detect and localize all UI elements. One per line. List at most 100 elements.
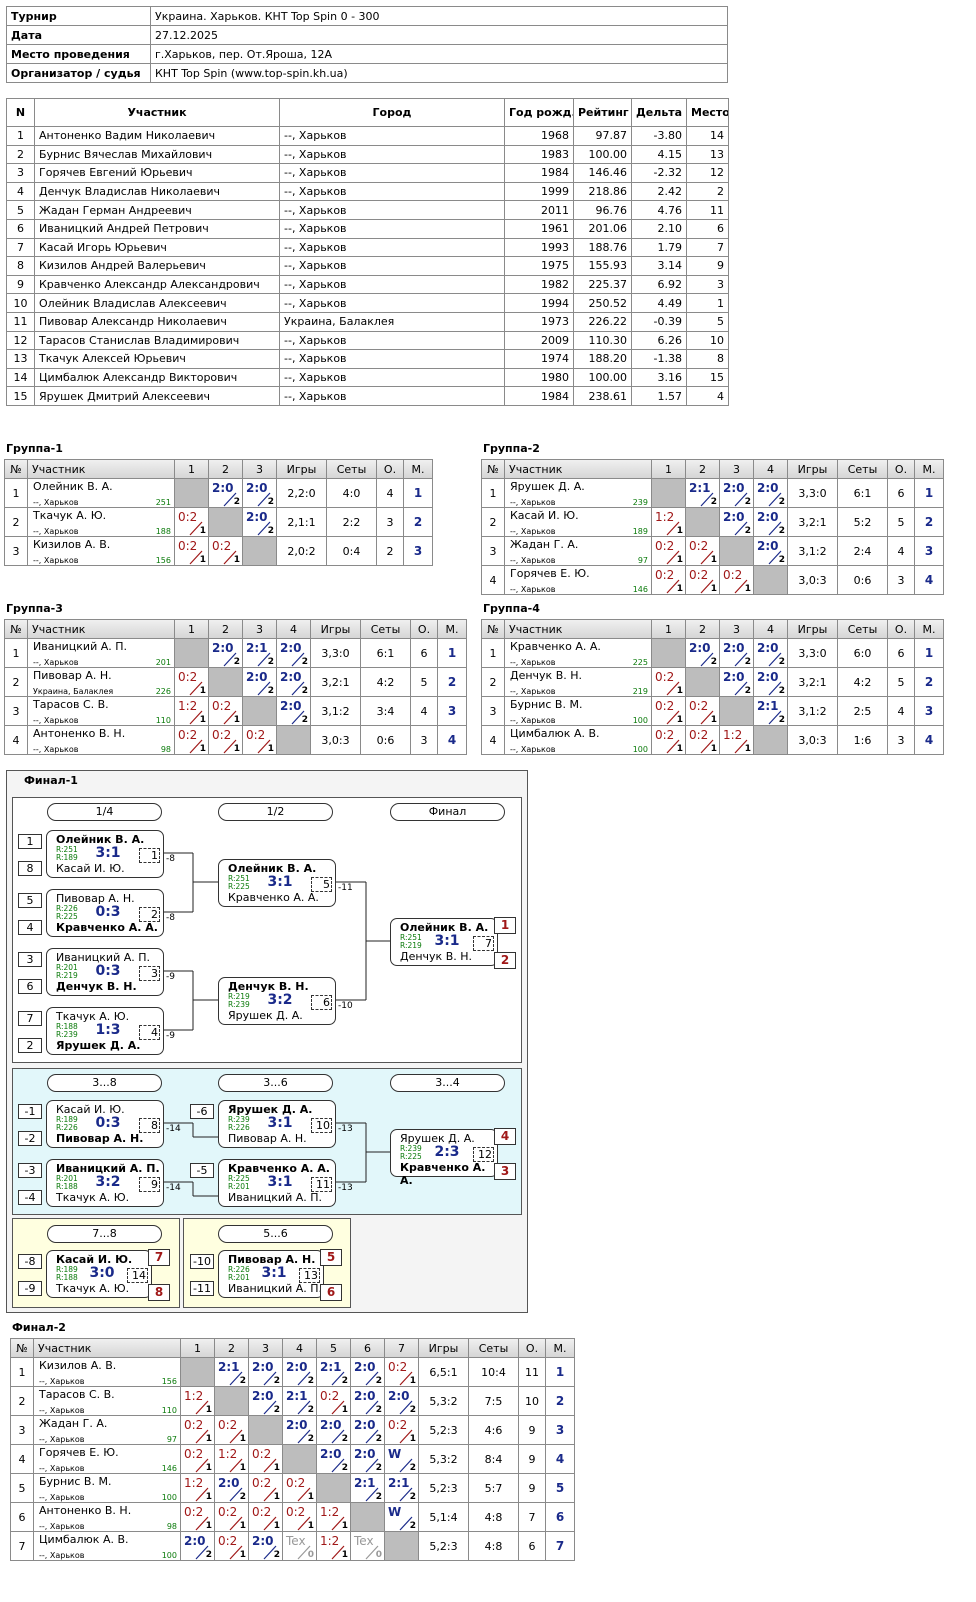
place: 4 xyxy=(914,565,944,595)
participant-cell: --, Харьков xyxy=(279,274,505,295)
participant-row: 10 Олейник Владислав Алексеевич --, Харько… xyxy=(6,293,729,313)
group-row: 2 Денчук В. Н. --, Харьков 219 0:2 1 2:0 2 2:0 2 3… xyxy=(481,667,944,697)
score-wrap: 2:0 2 xyxy=(244,480,276,507)
cell-score: 0:2 xyxy=(689,539,709,553)
slash xyxy=(700,652,714,667)
cell-points: 2 xyxy=(273,1376,280,1386)
participant-cell: 1980 xyxy=(504,367,574,388)
cell-points: 1 xyxy=(744,584,751,594)
cell-points: 1 xyxy=(199,744,206,754)
cell-points: 1 xyxy=(199,686,206,696)
table-title: Группа-1 xyxy=(6,442,63,455)
player-wrap: Касай И. Ю. --, Харьков 189 xyxy=(508,509,648,536)
match-box: Денчук В. Н. R:219 Ярушек Д. А. R:239 3:2 6 xyxy=(218,977,336,1025)
slash xyxy=(257,739,271,754)
participant-cell: 3.14 xyxy=(631,256,687,276)
cell-points: 1 xyxy=(676,584,683,594)
slash xyxy=(291,710,305,725)
score-cell: 0:2 1 xyxy=(208,696,243,726)
player-wrap: Кизилов А. В. --, Харьков 156 xyxy=(31,538,171,565)
seed-label: -6 xyxy=(190,1104,214,1119)
cell-slash xyxy=(291,710,305,725)
cell-score: 2:0 xyxy=(723,481,745,495)
slash xyxy=(700,710,714,725)
cell-score: 2:0 xyxy=(757,481,779,495)
cell-score: 2:0 xyxy=(757,539,779,553)
participant-cell: --, Харьков xyxy=(279,181,505,202)
cell-points: 2 xyxy=(239,1376,246,1386)
cell-points: 1 xyxy=(744,744,751,754)
cell-score: 0:2 xyxy=(689,568,709,582)
player-name: Ткачук А. Ю. xyxy=(56,1282,130,1295)
player-rating: 98 xyxy=(160,745,171,754)
participant-cell: --, Харьков xyxy=(279,200,505,220)
player-name: Жадан Г. А. xyxy=(510,538,579,551)
cell-points: 1 xyxy=(676,715,683,725)
player-name: Кизилов А. В. xyxy=(39,1359,117,1372)
participant-cell: 1 xyxy=(686,293,729,313)
match-number: 14 xyxy=(127,1268,148,1283)
cell-score: 2:0 xyxy=(280,670,302,684)
participant-cell: Олейник Владислав Алексеевич xyxy=(34,293,280,313)
cell-score: 0:2 xyxy=(723,568,743,582)
cell-slash xyxy=(297,1371,311,1386)
player-city: --, Харьков xyxy=(510,687,556,696)
loser-label: -14 xyxy=(166,1183,181,1193)
player-wrap: Денчук В. Н. --, Харьков 219 xyxy=(508,669,648,696)
participant-cell: 8 xyxy=(6,256,35,276)
score-wrap: 0:2 1 xyxy=(176,538,208,565)
player-rating: 251 xyxy=(155,498,171,507)
score-wrap: 0:2 1 xyxy=(653,567,685,594)
seed-label: -9 xyxy=(18,1281,42,1296)
score-cell xyxy=(719,536,754,566)
participant-row: 4 Денчук Владислав Николаевич --, Харьков 1… xyxy=(6,181,729,202)
place-label: 3 xyxy=(494,1163,516,1180)
loser-label: -13 xyxy=(338,1124,353,1134)
slash xyxy=(666,521,680,536)
cell-slash xyxy=(223,710,237,725)
cell-points: 2 xyxy=(301,715,308,725)
player-city: --, Харьков xyxy=(510,527,556,536)
column-header: Сеты xyxy=(468,1338,519,1358)
score-wrap: 0:2 1 xyxy=(653,727,685,754)
score-wrap: 2:0 2 xyxy=(755,640,787,667)
seed-label: -3 xyxy=(18,1163,42,1178)
player-city: --, Харьков xyxy=(33,498,79,507)
match-box: Ярушек Д. А. R:239 Кравченко А. А. R:225 2:3… xyxy=(390,1129,498,1187)
cell-slash xyxy=(734,652,748,667)
cell-score: 0:2 xyxy=(655,539,675,553)
slash xyxy=(189,550,203,565)
cell-points: 2 xyxy=(744,686,751,696)
participant-cell: --, Харьков xyxy=(279,349,505,369)
header-row: № Участник 1 2 3 Игры Сеты О. М. xyxy=(4,459,433,479)
place-label: 4 xyxy=(494,1128,516,1145)
player-name: Кравченко А. А. xyxy=(400,1161,486,1187)
cell-slash xyxy=(189,739,203,754)
cell-points: 1 xyxy=(199,526,206,536)
player-rating: 201 xyxy=(155,658,171,667)
player-wrap: Олейник В. А. --, Харьков 251 xyxy=(31,480,171,507)
participant-cell: 1973 xyxy=(504,311,574,332)
cell-score: 0:2 xyxy=(655,670,675,684)
slash xyxy=(768,521,782,536)
participant-cell: 10 xyxy=(686,330,729,351)
participant-cell: -1.38 xyxy=(631,349,687,369)
place-label: 2 xyxy=(494,952,516,969)
header-row: № Участник 1 2 3 4 5 6 7 Игры Сеты О. М. xyxy=(10,1338,575,1358)
sets: 0:6 xyxy=(360,725,411,755)
seed-label: -4 xyxy=(18,1190,42,1205)
column-header: Рейтинг xyxy=(573,98,632,127)
column-header: Сеты xyxy=(360,619,411,639)
score-wrap: 0:2 1 xyxy=(687,567,719,594)
sets: 1:6 xyxy=(837,725,888,755)
player-city: --, Харьков xyxy=(33,556,79,565)
games: 3,3:0 xyxy=(787,478,838,508)
player-name: Ярушек Д. А. xyxy=(228,1009,303,1022)
cell-slash xyxy=(257,521,271,536)
player-cell: Цимбалюк А. В. --, Харьков 100 xyxy=(504,725,652,755)
participant-row: 3 Горячев Евгений Юрьевич --, Харьков 1984 1… xyxy=(6,163,729,183)
slash xyxy=(768,681,782,696)
table-title: Финал-2 xyxy=(12,1321,66,1334)
player-city: --, Харьков xyxy=(510,556,556,565)
